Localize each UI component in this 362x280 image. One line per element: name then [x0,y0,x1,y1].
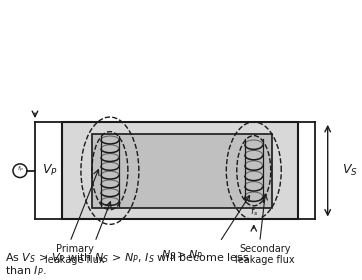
Text: than $I_P$.: than $I_P$. [5,264,46,278]
Text: $N_S > N_P$: $N_S > N_P$ [161,248,203,262]
Bar [92,134,272,208]
Text: Secondary
leakage flux: Secondary leakage flux [235,244,295,265]
Text: $f_p$: $f_p$ [17,165,24,175]
Text: $f_s$: $f_s$ [249,205,258,218]
Bar [62,122,298,220]
Text: $V_P$: $V_P$ [42,163,58,178]
Text: Primary
leakage flux: Primary leakage flux [45,244,105,265]
Text: $V_S$: $V_S$ [342,163,358,178]
Text: As $V_S$ > $V_P$ with $N_S$ > $N_P$, $I_S$ will become less: As $V_S$ > $V_P$ with $N_S$ > $N_P$, $I_… [5,252,250,265]
